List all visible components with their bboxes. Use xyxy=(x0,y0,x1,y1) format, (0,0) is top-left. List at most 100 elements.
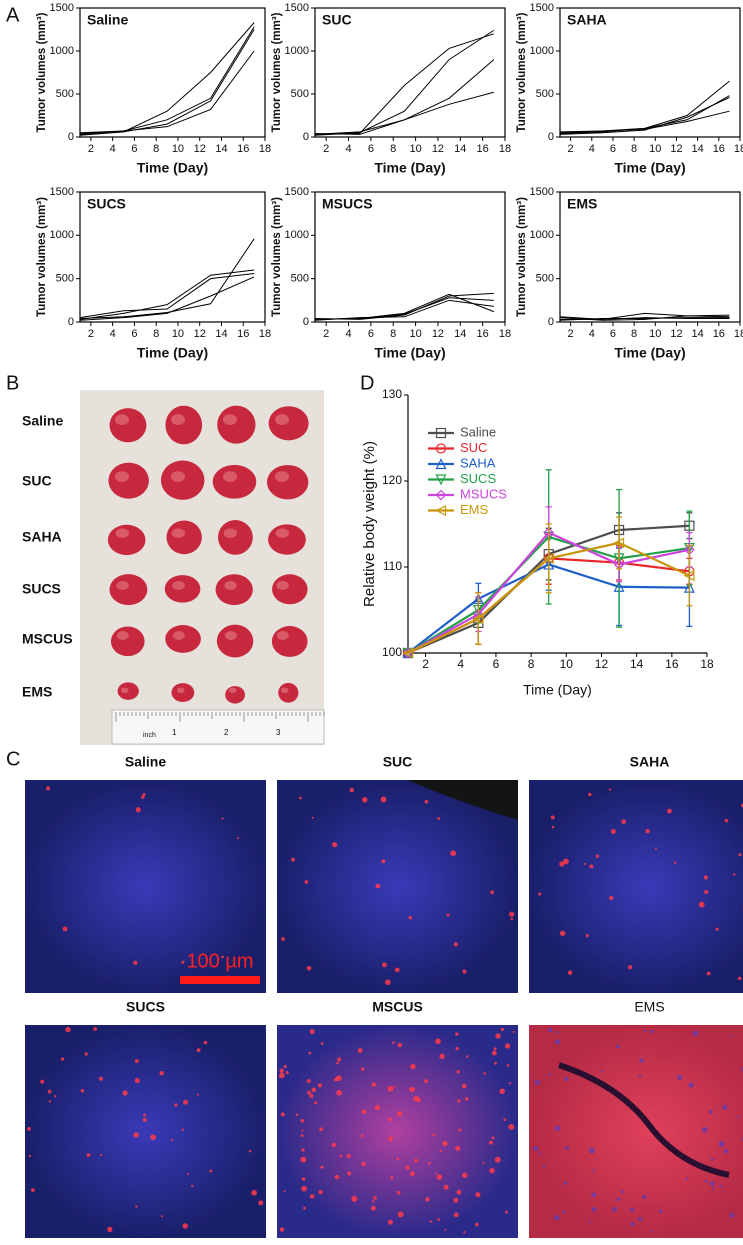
fluorescent-spot xyxy=(533,1146,538,1151)
fluorescent-spot xyxy=(65,1027,70,1032)
fluorescent-spot xyxy=(381,859,385,863)
fluorescent-spot xyxy=(46,786,50,790)
fluorescent-spot xyxy=(425,1197,429,1201)
y-tick-label: 130 xyxy=(382,387,402,401)
fluorescent-spot xyxy=(302,1177,305,1180)
fluorescent-spot xyxy=(722,1105,727,1110)
fluorescent-spot xyxy=(592,1169,594,1171)
fluorescent-spot xyxy=(425,800,429,804)
x-tick-label: 10 xyxy=(649,328,661,340)
group-label: Saline xyxy=(22,413,63,429)
fluorescent-spot xyxy=(309,1094,313,1098)
fluorescent-spot xyxy=(358,1048,363,1053)
fluorescent-spot xyxy=(197,1048,201,1052)
fluorescent-spot xyxy=(174,1103,177,1106)
x-axis-label: Time (Day) xyxy=(523,682,592,698)
x-tick-label: 6 xyxy=(610,143,616,155)
tumor-highlight xyxy=(115,414,129,425)
x-tick-label: 8 xyxy=(390,328,396,340)
fluorescent-spot xyxy=(301,1119,305,1123)
tumor xyxy=(217,406,255,444)
fluorescent-spot xyxy=(543,1164,546,1167)
x-tick-label: 6 xyxy=(368,328,374,340)
fluorescent-spot xyxy=(181,961,184,964)
ruler-label: 3 xyxy=(276,728,281,737)
fluorescent-spot xyxy=(507,1064,509,1066)
x-tick-label: 8 xyxy=(631,328,637,340)
tumor-highlight xyxy=(229,688,237,693)
fluorescent-spot xyxy=(462,1172,467,1177)
fluorescent-spot xyxy=(677,1075,682,1080)
fluorescent-spot xyxy=(538,1153,541,1156)
tumor-highlight xyxy=(276,581,289,590)
fluorescent-spot xyxy=(397,1191,401,1195)
fluorescent-spot xyxy=(362,1162,366,1166)
fluorescent-spot xyxy=(589,1148,595,1154)
fluorescent-spot xyxy=(475,1223,479,1227)
y-tick-label: 0 xyxy=(303,131,309,143)
fluorescent-spot xyxy=(346,1154,350,1158)
fluorescent-spot xyxy=(720,1185,723,1188)
group-label: SAHA xyxy=(22,529,62,545)
fluorescent-spot xyxy=(318,1190,322,1194)
fluorescent-spot xyxy=(347,1171,351,1175)
panel-label: C xyxy=(6,748,20,770)
fluorescent-spot xyxy=(494,1047,497,1050)
x-tick-label: 16 xyxy=(713,143,725,155)
fluorescent-spot xyxy=(318,1084,322,1088)
fluorescent-spot xyxy=(320,1166,323,1169)
fluorescent-spot xyxy=(412,1088,415,1091)
x-tick-label: 4 xyxy=(457,657,464,671)
fluorescent-spot xyxy=(435,1039,441,1045)
tumor-highlight xyxy=(116,581,129,590)
x-tick-label: 12 xyxy=(432,143,444,155)
fluorescent-spot xyxy=(279,1069,283,1073)
fluorescent-spot xyxy=(249,1150,252,1153)
fluorescent-spot xyxy=(450,850,456,856)
fluorescent-spot xyxy=(302,1129,304,1131)
series-line xyxy=(80,51,254,134)
fluorescent-spot xyxy=(209,1170,212,1173)
fluorescent-spot xyxy=(29,1155,31,1157)
fluorescent-spot xyxy=(406,1166,410,1170)
x-tick-label: 14 xyxy=(692,143,704,155)
x-tick-label: 12 xyxy=(194,328,206,340)
x-tick-label: 18 xyxy=(259,328,271,340)
fluorescent-spot xyxy=(362,1109,367,1114)
tumor xyxy=(167,520,202,554)
fluorescent-spot xyxy=(409,916,413,920)
series-line xyxy=(80,23,254,135)
fluorescent-spot xyxy=(730,1213,735,1218)
x-axis-label: Time (Day) xyxy=(614,345,685,361)
x-tick-label: 6 xyxy=(368,143,374,155)
micrograph xyxy=(529,1025,743,1238)
fluorescent-spot xyxy=(442,1141,447,1146)
fluorescent-spot xyxy=(456,1070,459,1073)
x-tick-label: 4 xyxy=(589,143,595,155)
fluorescent-spot xyxy=(655,848,657,850)
fluorescent-spot xyxy=(692,1031,698,1037)
fluorescent-spot xyxy=(204,1041,208,1045)
tumor-highlight xyxy=(171,471,185,482)
fluorescent-spot xyxy=(667,809,672,814)
series-line xyxy=(315,60,494,135)
fluorescent-spot xyxy=(601,1070,603,1072)
fluorescent-spot xyxy=(301,1134,304,1137)
x-tick-label: 18 xyxy=(734,143,743,155)
fluorescent-spot xyxy=(350,788,354,792)
fluorescent-spot xyxy=(392,1041,394,1043)
fluorescent-spot xyxy=(300,1157,306,1163)
fluorescent-spot xyxy=(437,1174,443,1180)
tumor xyxy=(165,406,202,445)
x-tick-label: 8 xyxy=(153,328,159,340)
micrograph-label: EMS xyxy=(634,999,664,1015)
fluorescent-spot xyxy=(296,1114,298,1116)
y-tick-label: 500 xyxy=(56,273,74,285)
fluorescent-spot xyxy=(494,1062,497,1065)
fluorescent-spot xyxy=(385,979,391,985)
x-tick-label: 2 xyxy=(422,657,429,671)
fluorescent-spot xyxy=(135,1078,140,1083)
fluorescent-spot xyxy=(596,855,599,858)
fluorescent-spot xyxy=(440,1150,442,1152)
fluorescent-spot xyxy=(465,1097,469,1101)
